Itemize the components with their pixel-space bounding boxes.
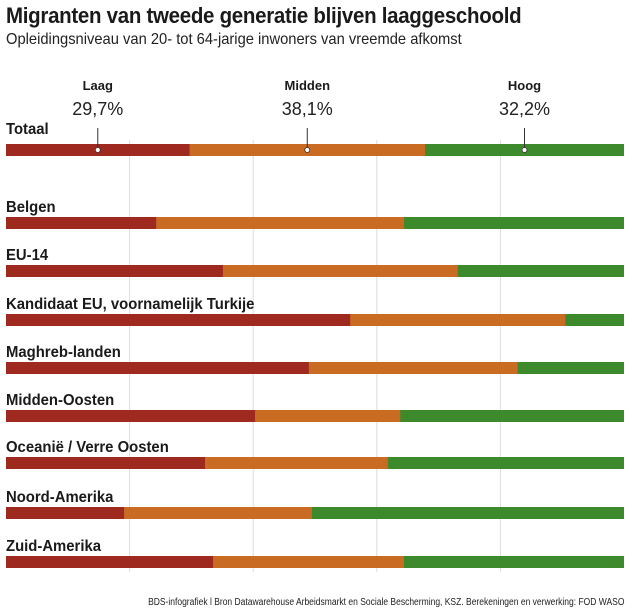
annotation-label-laag: Laag	[83, 78, 113, 93]
category-label: Belgen	[6, 199, 56, 217]
bar-segment-laag	[6, 217, 157, 229]
bar-segment-hoog	[387, 457, 624, 469]
bar-segment-laag	[6, 265, 224, 277]
bar-segment-hoog	[403, 217, 624, 229]
category-label: Oceanië / Verre Oosten	[6, 439, 169, 457]
annotation-dot-laag	[94, 147, 101, 153]
bar-segment-hoog	[400, 410, 624, 422]
bar-segment-midden	[124, 507, 313, 519]
bar-segment-midden	[222, 265, 459, 277]
bar-segment-laag	[6, 362, 310, 374]
category-label: Maghreb-landen	[6, 344, 121, 362]
bar-segment-hoog	[311, 507, 624, 519]
bar-segment-midden	[156, 217, 405, 229]
bar-segment-midden	[350, 314, 566, 326]
bar-segment-laag	[6, 410, 256, 422]
bar-segment-laag	[6, 314, 351, 326]
category-label: Totaal	[6, 121, 49, 139]
bar-segment-hoog	[565, 314, 624, 326]
annotation-label-midden: Midden	[285, 78, 331, 93]
annotation-value-laag: 29,7%	[72, 99, 123, 119]
bar-segment-midden	[308, 362, 519, 374]
chart-title: Migranten van tweede generatie blijven l…	[6, 3, 522, 28]
category-label: Kandidaat EU, voornamelijk Turkije	[6, 296, 255, 314]
category-label: Midden-Oosten	[6, 392, 114, 410]
annotation-value-midden: 38,1%	[282, 99, 333, 119]
bar-segment-hoog	[403, 556, 624, 568]
annotation-value-hoog: 32,2%	[499, 99, 550, 119]
bar-segment-laag	[6, 507, 125, 519]
bar-segment-hoog	[517, 362, 624, 374]
annotation-dot-midden	[304, 147, 311, 153]
category-label: Zuid-Amerika	[6, 538, 101, 556]
chart-subtitle: Opleidingsniveau van 20- tot 64-jarige i…	[6, 31, 462, 48]
bar-segment-midden	[255, 410, 401, 422]
annotation-dot-hoog	[521, 147, 528, 153]
bar-segment-laag	[6, 556, 214, 568]
bar-segment-laag	[6, 457, 206, 469]
source-note: BDS-infografiek l Bron Datawarehouse Arb…	[147, 597, 624, 608]
category-label: EU-14	[6, 247, 49, 265]
bar-segment-midden	[213, 556, 405, 568]
annotation-label-hoog: Hoog	[508, 78, 541, 93]
bar-segment-hoog	[457, 265, 624, 277]
bar-segment-midden	[204, 457, 389, 469]
category-label: Noord-Amerika	[6, 489, 114, 507]
